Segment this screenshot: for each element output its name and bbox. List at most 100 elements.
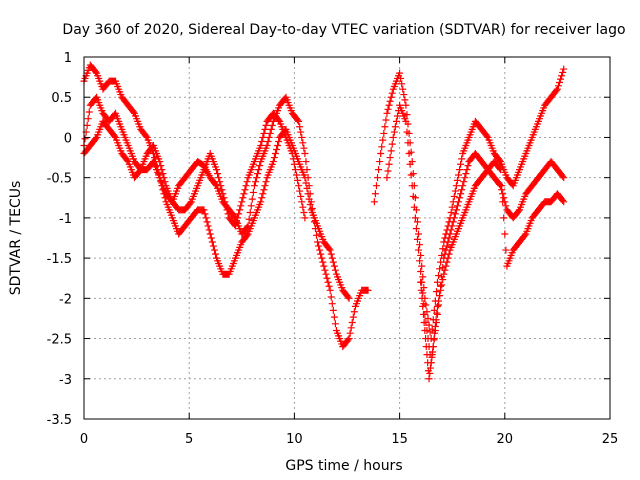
data-point	[255, 166, 263, 174]
data-point	[235, 210, 243, 218]
data-point	[291, 166, 299, 174]
data-point	[289, 155, 297, 163]
data-point	[222, 202, 230, 210]
data-point	[457, 190, 465, 198]
data-point	[391, 123, 399, 131]
data-point	[417, 278, 425, 286]
x-axis-title: GPS time / hours	[285, 458, 402, 474]
data-point	[442, 262, 450, 270]
data-point	[207, 234, 215, 242]
data-point	[416, 241, 424, 249]
data-point	[453, 176, 461, 184]
data-point	[497, 166, 505, 174]
data-point	[328, 254, 336, 262]
data-point	[376, 158, 384, 166]
data-point	[83, 121, 91, 129]
data-point	[435, 297, 443, 305]
data-point	[85, 108, 93, 116]
data-point	[390, 128, 398, 136]
data-point	[300, 144, 308, 152]
data-point	[431, 322, 439, 330]
data-point	[396, 69, 404, 77]
data-point	[123, 156, 131, 164]
data-point	[382, 116, 390, 124]
data-point	[419, 273, 427, 281]
data-point	[422, 343, 430, 351]
data-point	[296, 187, 304, 195]
data-point	[448, 222, 456, 230]
data-point	[345, 294, 353, 302]
data-point	[433, 278, 441, 286]
data-point	[406, 160, 414, 168]
data-point	[463, 166, 471, 174]
data-point	[433, 310, 441, 318]
data-point	[437, 286, 445, 294]
data-point	[380, 129, 388, 137]
data-point	[418, 294, 426, 302]
data-point	[428, 353, 436, 361]
plot-frame	[83, 56, 611, 420]
y-tick-labels: 1 0.5 0 -0.5 -1 -1.5 -2 -2.5 -3 -3.5	[47, 51, 72, 428]
data-point	[322, 270, 330, 278]
data-point	[419, 302, 427, 310]
data-point	[420, 318, 428, 326]
data-point	[301, 174, 309, 182]
data-point	[348, 318, 356, 326]
data-point	[210, 246, 218, 254]
data-point	[236, 206, 244, 214]
data-point	[437, 258, 445, 266]
data-point	[267, 125, 275, 133]
data-point	[455, 198, 463, 206]
data-point	[432, 288, 440, 296]
data-point	[383, 109, 391, 117]
data-point	[514, 207, 522, 215]
data-point	[350, 308, 358, 316]
data-point	[253, 174, 261, 182]
data-point	[312, 231, 320, 239]
data-point	[296, 123, 304, 131]
data-point	[248, 195, 256, 203]
data-point	[556, 78, 564, 86]
data-point	[224, 210, 232, 218]
y-axis-title: SDTVAR / TECUs	[8, 181, 24, 296]
data-point	[387, 147, 395, 155]
data-points	[80, 61, 568, 383]
data-point	[250, 182, 258, 190]
data-point	[325, 245, 333, 253]
data-point	[446, 230, 454, 238]
data-point	[398, 80, 406, 88]
data-point	[445, 234, 453, 242]
data-point	[293, 171, 301, 179]
series-2	[80, 93, 353, 302]
data-point	[417, 251, 425, 259]
data-point	[294, 176, 302, 184]
data-point	[460, 178, 468, 186]
data-point	[325, 282, 333, 290]
data-point	[405, 150, 413, 158]
data-point	[306, 200, 314, 208]
data-point	[326, 286, 334, 294]
data-point	[214, 170, 222, 178]
data-point	[444, 254, 452, 262]
data-point	[403, 128, 411, 136]
data-point	[230, 213, 238, 221]
data-point	[221, 198, 229, 206]
data-point	[259, 133, 267, 141]
data-point	[400, 91, 408, 99]
data-point	[411, 214, 419, 222]
data-point	[378, 143, 386, 151]
data-point	[246, 209, 254, 217]
data-point	[436, 292, 444, 300]
data-point	[275, 137, 283, 145]
data-point	[419, 310, 427, 318]
data-point	[387, 93, 395, 101]
data-point	[439, 276, 447, 284]
data-point	[142, 132, 150, 140]
data-point	[435, 272, 443, 280]
data-point	[217, 182, 225, 190]
data-point	[186, 199, 194, 207]
data-point	[212, 250, 219, 258]
series-5	[383, 101, 568, 367]
series-6	[417, 158, 568, 383]
